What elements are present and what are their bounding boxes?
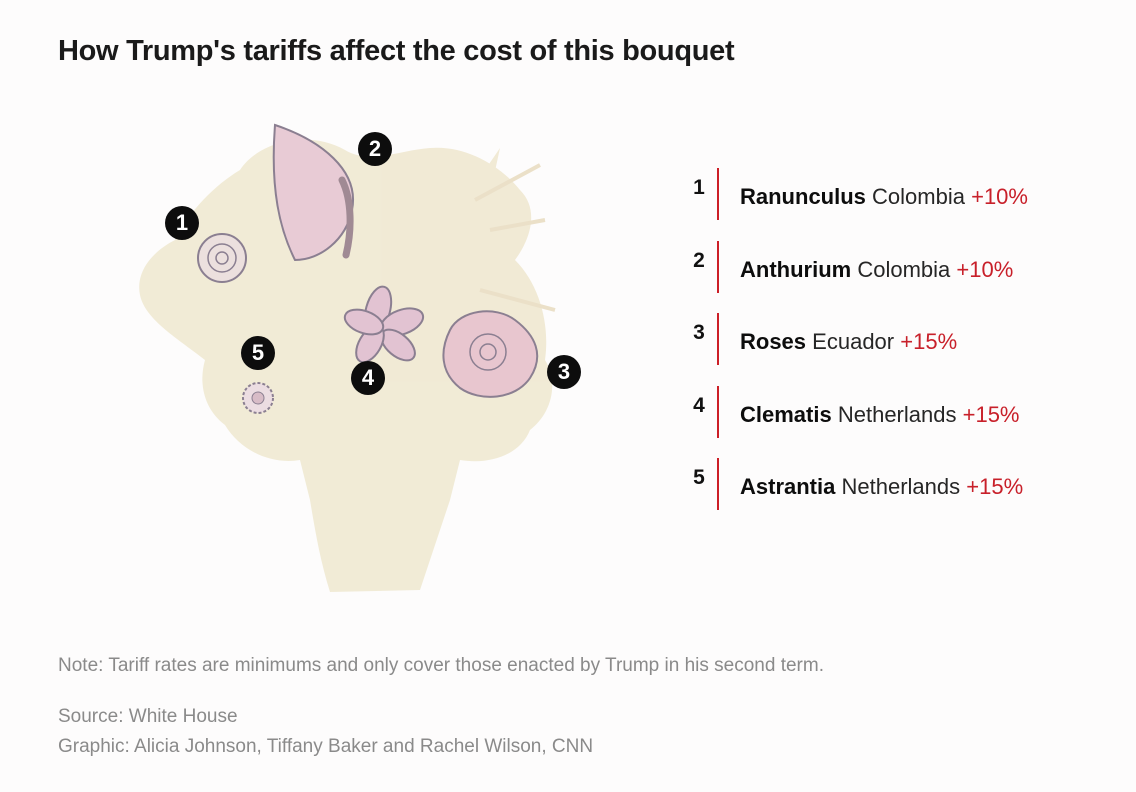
legend-number: 5 <box>693 466 705 489</box>
bouquet-drawing <box>139 123 556 592</box>
rose-flower <box>442 310 539 398</box>
clematis-flower <box>343 285 425 364</box>
tariff-legend: 1 Ranunculus Colombia +10% 2 Anthurium C… <box>688 168 1108 531</box>
origin-country: Colombia <box>857 256 951 282</box>
legend-text: Roses Ecuador +15% <box>740 329 957 355</box>
legend-divider <box>717 385 719 438</box>
legend-text: Anthurium Colombia +10% <box>740 257 1013 283</box>
tariff-rate: +10% <box>971 184 1028 209</box>
legend-number: 4 <box>693 393 705 417</box>
ranunculus-flower <box>197 233 247 283</box>
marker-2: 2 <box>358 132 392 166</box>
graphic-title: How Trump's tariffs affect the cost of t… <box>58 35 735 67</box>
origin-country: Colombia <box>872 184 965 209</box>
tariff-rate: +10% <box>956 256 1014 282</box>
legend-number: 1 <box>693 176 705 199</box>
marker-1: 1 <box>165 206 199 240</box>
flower-name: Roses <box>740 329 807 354</box>
flower-name: Clematis <box>740 401 832 427</box>
legend-text: Ranunculus Colombia +10% <box>740 184 1028 210</box>
legend-number: 3 <box>693 321 705 344</box>
flower-name: Anthurium <box>740 256 852 282</box>
legend-divider <box>717 240 719 293</box>
credit-line: Graphic: Alicia Johnson, Tiffany Baker a… <box>58 736 594 757</box>
legend-text: Astrantia Netherlands +15% <box>740 474 1023 500</box>
marker-4: 4 <box>351 361 385 395</box>
origin-country: Netherlands <box>837 401 957 427</box>
source-line: Source: White House <box>58 706 238 727</box>
bouquet-illustration: 1 2 3 4 5 <box>120 110 600 600</box>
origin-country: Netherlands <box>841 474 961 499</box>
flower-name: Ranunculus <box>740 184 866 209</box>
legend-item-roses: 3 Roses Ecuador +15% <box>688 313 1108 365</box>
legend-divider <box>717 313 719 365</box>
legend-item-astrantia: 5 Astrantia Netherlands +15% <box>688 458 1108 510</box>
anthurium-flower <box>272 123 355 262</box>
tariff-rate: +15% <box>966 474 1024 499</box>
legend-divider <box>717 168 719 220</box>
legend-item-clematis: 4 Clematis Netherlands +15% <box>688 385 1108 438</box>
origin-country: Ecuador <box>812 329 895 354</box>
marker-5: 5 <box>241 336 275 370</box>
legend-item-anthurium: 2 Anthurium Colombia +10% <box>688 240 1108 293</box>
tariff-rate: +15% <box>900 329 958 354</box>
footnote: Note: Tariff rates are minimums and only… <box>58 655 824 676</box>
astrantia-flower <box>242 382 274 414</box>
marker-3: 3 <box>547 355 581 389</box>
legend-number: 2 <box>693 248 705 272</box>
tariff-rate: +15% <box>962 401 1020 427</box>
legend-item-ranunculus: 1 Ranunculus Colombia +10% <box>688 168 1108 220</box>
legend-divider <box>717 458 719 510</box>
legend-text: Clematis Netherlands +15% <box>740 402 1020 428</box>
flower-name: Astrantia <box>740 474 836 499</box>
